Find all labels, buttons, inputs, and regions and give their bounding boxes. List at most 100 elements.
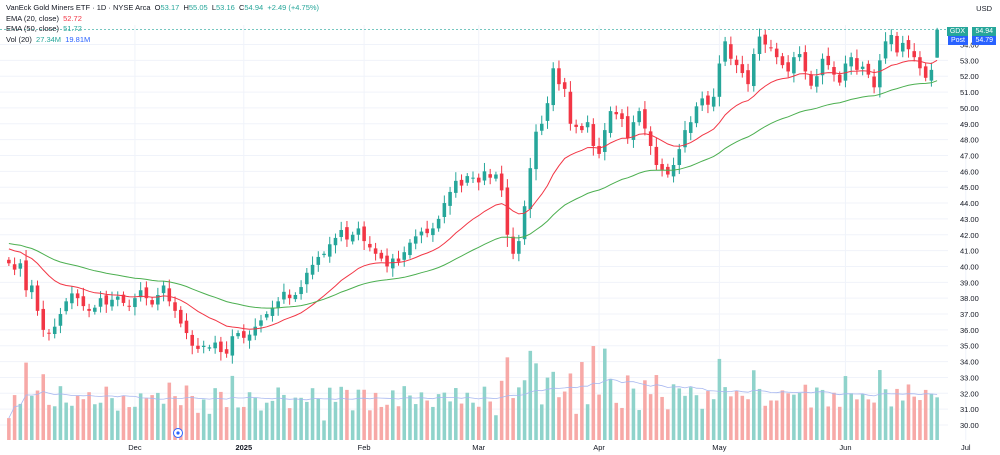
candle-body [178,309,183,324]
candle-body [385,255,389,267]
candle-body [173,302,177,311]
candle-body [872,76,876,88]
candle-body [207,347,212,349]
candle [75,289,80,307]
volume-bar [24,362,28,440]
candle [872,69,876,94]
x-tick-label: Mar [472,443,485,452]
volume-bar [482,386,487,440]
volume-bar [156,392,160,440]
y-tick-label: 30.00 [960,421,979,430]
ema50-line [8,80,938,309]
candle [511,227,515,260]
candle [270,300,275,322]
candle [419,227,424,244]
y-tick-label: 51.00 [960,88,979,97]
volume-bar [459,403,464,440]
volume-bar [883,389,888,440]
candle [895,31,899,57]
candle [614,105,619,120]
candle [923,62,928,82]
candle-body [900,42,905,52]
y-tick-label: 44.00 [960,199,979,208]
candle [431,222,435,242]
volume-bar [849,393,853,440]
candle-body [87,308,91,311]
candle-body [597,145,601,154]
candle [878,54,882,98]
candle-body [482,171,487,181]
candle [471,171,475,183]
candle-body [700,98,704,106]
volume-bar [253,397,258,440]
currency-label[interactable]: USD [976,4,992,13]
candle-body [219,341,223,353]
volume-bar [585,404,590,440]
candle [454,172,458,198]
y-tick-label: 54.00 [960,41,979,50]
candle [591,118,596,156]
volume-bar [751,370,756,440]
ohlc-high: 55.05 [188,3,208,12]
ohlc-low: 53.16 [216,3,235,12]
volume-bar [763,405,768,440]
legend-ema20-row[interactable]: EMA (20, close) 52.72 [6,14,319,25]
candle-body [98,298,103,307]
candle [562,77,567,98]
volume-bar [906,384,911,440]
candle-body [471,177,475,179]
candle-body [442,203,447,217]
candle-body [368,243,372,248]
candle [688,116,693,141]
legend-ema50-row[interactable]: EMA (50, close) 51.72 [6,24,319,35]
candle-body [138,290,143,298]
volume-bar [356,389,361,440]
volume-bar [757,388,762,440]
candle [402,246,407,267]
candle-body [625,116,630,139]
volume-bar [803,384,808,440]
candle [723,36,727,67]
x-tick-label: 2025 [235,443,252,452]
volume-label: Vol (20) [6,34,32,44]
candle [230,329,235,364]
candle-body [339,229,343,237]
candle-body [832,67,836,75]
candle-body [12,264,17,270]
volume-bar [539,404,544,440]
volume-bar [660,396,664,440]
volume-bar [809,407,813,440]
volume-bar [350,410,355,440]
candle [522,200,527,245]
candle-body [476,177,481,183]
candle-body [402,252,407,260]
candle-body [230,336,235,356]
volume-bar [87,392,91,440]
volume-bar [671,384,676,440]
legend-volume-row[interactable]: Vol (20) 27.34M 19.81M [6,35,319,46]
candle-body [270,307,275,316]
volume-bar [379,406,384,440]
candle [545,96,550,129]
candle [339,221,343,242]
candle-body [723,41,727,62]
candle [18,259,23,277]
candle-body [557,68,561,85]
candle [161,281,166,302]
volume-bar [769,400,773,440]
candle [30,279,34,299]
volume-bar [900,400,905,440]
candle-body [190,334,195,346]
chart-legend: VanEck Gold Miners ETF · 1D · NYSE Arca … [6,3,319,45]
volume-bar [603,348,607,440]
candle-body [459,179,464,186]
candle-body [751,54,756,87]
volume-bar [557,397,561,440]
candle-body [746,70,750,85]
volume-bar [121,395,126,440]
candle [539,115,544,136]
candle-body [694,106,699,124]
candle-body [837,74,842,83]
candle [751,48,756,92]
